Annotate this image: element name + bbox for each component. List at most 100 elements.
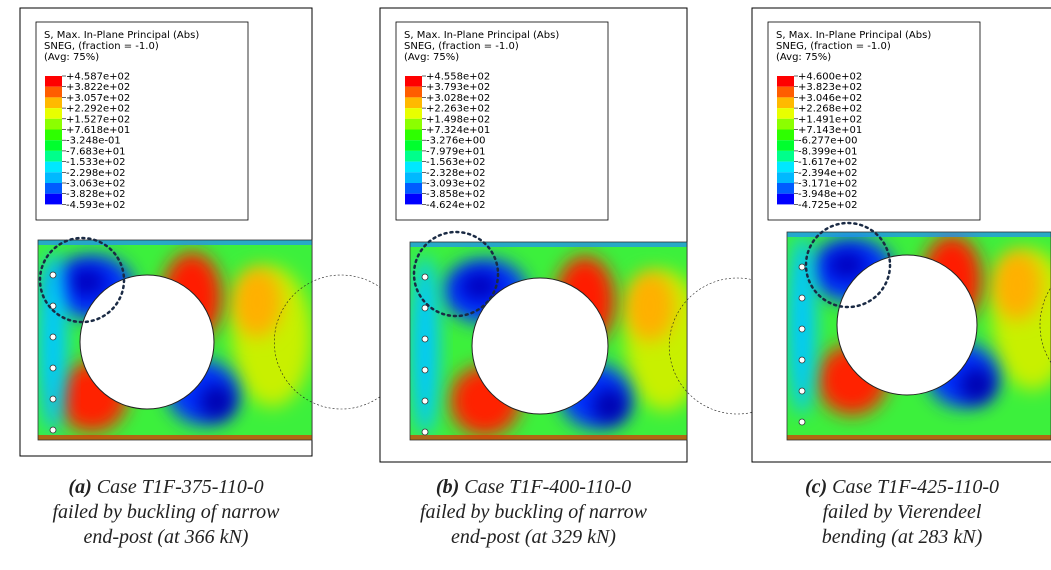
bolt: [799, 388, 805, 394]
legend-band: [405, 76, 422, 87]
legend-band: [45, 108, 62, 119]
legend-band: [45, 172, 62, 183]
legend-band: [45, 151, 62, 162]
legend-label: +4.600e+02: [798, 72, 862, 83]
legend-band: [45, 140, 62, 151]
legend-band: [45, 97, 62, 108]
bolt: [422, 398, 428, 404]
flange-top: [410, 242, 687, 247]
legend-label: +7.143e+01: [798, 125, 862, 136]
legend-band: [777, 140, 794, 151]
bolt: [422, 274, 428, 280]
stress-zone: [625, 271, 675, 341]
legend-band: [405, 119, 422, 130]
legend-band: [405, 87, 422, 98]
legend-band: [777, 130, 794, 141]
bolt: [50, 334, 56, 340]
bolt: [799, 295, 805, 301]
caption-line: end-post (at 366 kN): [84, 526, 249, 548]
legend-label: -3.248e-01: [66, 136, 121, 147]
flange-bottom: [787, 435, 1051, 440]
legend-band: [405, 162, 422, 173]
caption-text: end-post (at 329 kN): [451, 526, 616, 548]
bolt: [422, 367, 428, 373]
bolt: [799, 264, 805, 270]
legend-label: +2.263e+02: [426, 104, 490, 115]
legend-label: -6.277e+00: [798, 136, 858, 147]
legend-label: -7.683e+01: [66, 146, 126, 157]
legend-band: [405, 108, 422, 119]
legend-band: [45, 162, 62, 173]
legend-header: SNEG, (fraction = -1.0): [776, 41, 891, 52]
legend-label: +7.324e+01: [426, 125, 490, 136]
panel: S, Max. In-Plane Principal (Abs)SNEG, (f…: [20, 8, 408, 548]
legend-label: +2.292e+02: [66, 104, 130, 115]
bolt: [50, 272, 56, 278]
legend-header: S, Max. In-Plane Principal (Abs): [404, 30, 559, 41]
legend-header: S, Max. In-Plane Principal (Abs): [776, 30, 931, 41]
page: S, Max. In-Plane Principal (Abs)SNEG, (f…: [0, 0, 1051, 570]
stress-zone: [959, 367, 995, 403]
legend-label: +3.822e+02: [66, 82, 130, 93]
legend-band: [777, 108, 794, 119]
legend-label: +3.028e+02: [426, 93, 490, 104]
panel: S, Max. In-Plane Principal (Abs)SNEG, (f…: [380, 8, 805, 548]
stress-zone: [992, 250, 1042, 320]
caption-line: end-post (at 329 kN): [451, 526, 616, 548]
legend-label: +3.057e+02: [66, 93, 130, 104]
legend-label: -3.063e+02: [66, 179, 126, 190]
bolt: [422, 336, 428, 342]
legend-label: -3.948e+02: [798, 189, 858, 200]
caption-line: failed by buckling of narrow: [52, 501, 280, 523]
bolt: [799, 419, 805, 425]
legend-band: [45, 76, 62, 87]
legend-label: -1.563e+02: [426, 157, 486, 168]
caption-line: (a) Case T1F-375-110-0: [68, 476, 263, 498]
panel: S, Max. In-Plane Principal (Abs)SNEG, (f…: [752, 8, 1051, 548]
legend-band: [405, 183, 422, 194]
stress-zone: [199, 384, 235, 420]
caption-text: failed by Vierendeel: [823, 501, 982, 523]
caption-text: bending (at 283 kN): [822, 526, 983, 548]
legend-label: +4.587e+02: [66, 72, 130, 83]
caption-line: (c) Case T1F-425-110-0: [805, 476, 999, 498]
caption-label: (b): [436, 476, 459, 498]
legend-band: [405, 172, 422, 183]
legend-header: SNEG, (fraction = -1.0): [404, 41, 519, 52]
caption-text: failed by buckling of narrow: [420, 501, 648, 523]
caption-label: (c): [805, 476, 827, 498]
legend-label: -8.399e+01: [798, 146, 858, 157]
web-opening: [472, 278, 608, 414]
legend-label: +3.046e+02: [798, 93, 862, 104]
legend-label: +1.491e+02: [798, 114, 862, 125]
flange-top: [787, 232, 1051, 237]
legend-label: -2.394e+02: [798, 168, 858, 179]
stress-zone: [67, 267, 107, 297]
caption-text: end-post (at 366 kN): [84, 526, 249, 548]
legend-band: [777, 76, 794, 87]
legend-label: -1.533e+02: [66, 157, 126, 168]
caption-text: failed by buckling of narrow: [52, 501, 280, 523]
legend-band: [405, 194, 422, 205]
bolt: [50, 365, 56, 371]
legend-label: +4.558e+02: [426, 72, 490, 83]
figure: S, Max. In-Plane Principal (Abs)SNEG, (f…: [0, 0, 1051, 570]
legend-band: [777, 172, 794, 183]
legend-label: -2.298e+02: [66, 168, 126, 179]
legend-label: +3.793e+02: [426, 82, 490, 93]
legend-label: +1.498e+02: [426, 114, 490, 125]
caption-line: bending (at 283 kN): [822, 526, 983, 548]
legend-band: [777, 87, 794, 98]
flange-top: [38, 240, 312, 245]
web-opening: [80, 275, 214, 409]
legend-band: [405, 130, 422, 141]
legend-header: SNEG, (fraction = -1.0): [44, 41, 159, 52]
bolt: [799, 326, 805, 332]
legend-band: [45, 194, 62, 205]
legend-label: -3.093e+02: [426, 179, 486, 190]
legend-band: [45, 119, 62, 130]
legend-label: -7.979e+01: [426, 146, 486, 157]
legend-label: +7.618e+01: [66, 125, 130, 136]
legend-band: [777, 119, 794, 130]
caption-line: (b) Case T1F-400-110-0: [436, 476, 631, 498]
